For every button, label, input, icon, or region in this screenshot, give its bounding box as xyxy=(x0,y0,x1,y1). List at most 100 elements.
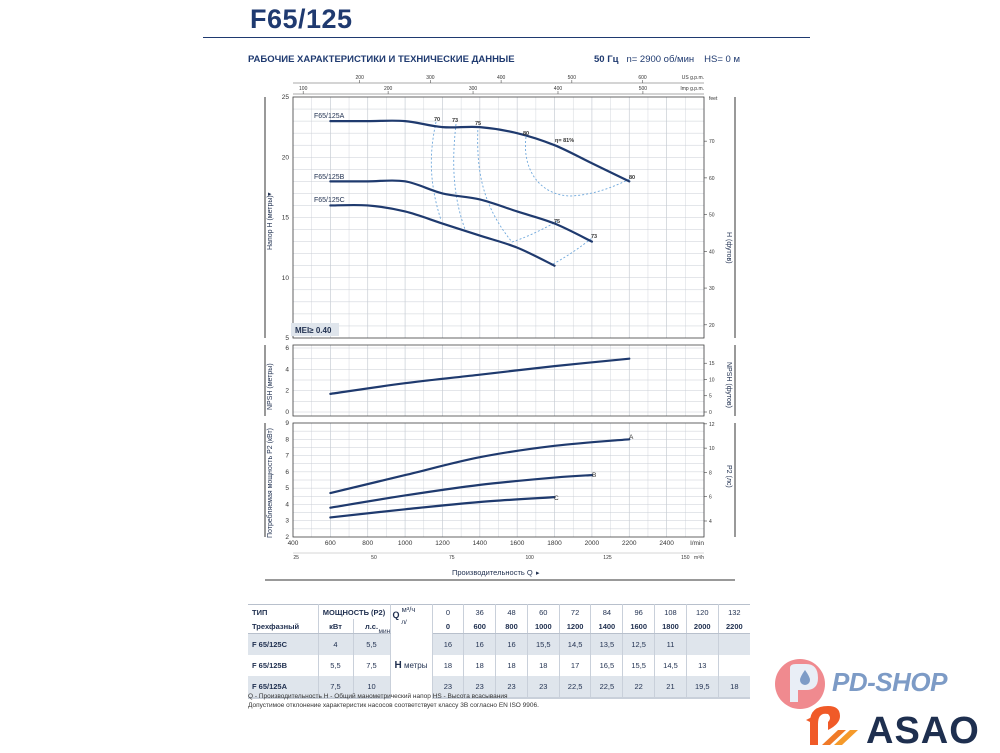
pdshop-logo-text: PD-SHOP xyxy=(832,667,947,697)
power-y2-tick: 4 xyxy=(709,519,712,525)
q-m3h: 0 xyxy=(432,604,465,619)
q-lmin: 1600 xyxy=(622,619,656,634)
power-y2-tick: 10 xyxy=(709,446,715,452)
power-curve-c xyxy=(329,496,556,519)
power-y-tick: 8 xyxy=(285,436,289,443)
m3h-tick: 25 xyxy=(293,555,299,561)
x-tick: 2000 xyxy=(585,540,600,547)
power-y-tick: 7 xyxy=(285,453,289,460)
model-cell: F 65/125C xyxy=(248,633,319,655)
series-label-b: F65/125B xyxy=(314,174,345,181)
q-m3h: 36 xyxy=(463,604,497,619)
q-units: м³/ч л/мин xyxy=(379,605,421,635)
m3h-tick: 125 xyxy=(603,555,612,561)
power-curve-b xyxy=(329,474,594,509)
kw-cell: 5,5 xyxy=(318,655,354,676)
table-row: F 65/125C 4 5,5 H метры 16 16 16 15,5 14,5 13… xyxy=(248,633,750,698)
q-lmin: 1000 xyxy=(527,619,560,634)
power-y2-label: P2 (лс) xyxy=(725,465,732,488)
footnote-legend: Q - Производительность H - Общий маномет… xyxy=(248,693,508,700)
head-y-tick: 10 xyxy=(282,275,290,282)
h-cell: 16 xyxy=(495,633,528,655)
head-y2-unit: feet xyxy=(709,96,718,102)
q-m3h: 48 xyxy=(495,604,528,619)
footnote-tolerance: Допустимое отклонение характеристик насо… xyxy=(248,702,539,709)
page-title: F65/125 xyxy=(250,4,353,34)
q-m3h: 132 xyxy=(718,604,750,619)
q-lmin: 1200 xyxy=(559,619,592,634)
x-tick: 1800 xyxy=(547,540,562,547)
h-cell: 16 xyxy=(432,633,465,655)
series-label-c: F65/125C xyxy=(314,197,345,204)
eff-label: η= 81% xyxy=(555,138,574,144)
npsh-y2-tick: 10 xyxy=(709,377,715,383)
head-curve-f65125b xyxy=(329,179,594,243)
power-y2-tick: 6 xyxy=(709,495,712,501)
spec-table: ТИП МОЩНОСТЬ (P2) Q м³/чл/мин 0 36 48 60 72 8… xyxy=(248,604,750,699)
us-gpm-tick: 200 xyxy=(356,75,365,81)
phase-header: Трехфазный xyxy=(248,619,319,634)
section-title: РАБОЧИЕ ХАРАКТЕРИСТИКИ И ТЕХНИЧЕСКИЕ ДАН… xyxy=(248,54,515,65)
h-cell: 13,5 xyxy=(590,633,624,655)
q-m3h: 84 xyxy=(590,604,624,619)
power-y-tick: 9 xyxy=(285,420,289,427)
head-y-tick: 20 xyxy=(282,154,290,161)
q-lmin: 600 xyxy=(463,619,497,634)
head-y2-tick: 30 xyxy=(709,286,715,292)
x-unit: l/min xyxy=(690,540,704,547)
q-lmin: 1400 xyxy=(590,619,624,634)
power-y2-tick: 8 xyxy=(709,470,712,476)
us-gpm-tick: 300 xyxy=(426,75,435,81)
h-cell: 23 xyxy=(432,676,465,699)
h-cell: 14,5 xyxy=(654,655,687,676)
m3h-tick: 100 xyxy=(525,555,534,561)
head-y-label: Напор H (метры) xyxy=(267,195,274,250)
x-tick: 600 xyxy=(325,540,336,547)
iso-73 xyxy=(453,123,467,233)
us-gpm-unit: US g.p.m. xyxy=(682,75,704,81)
h-cell: 22,5 xyxy=(559,676,592,699)
imp-gpm-tick: 200 xyxy=(384,86,393,92)
npsh-y-tick: 2 xyxy=(285,388,289,395)
hp-cell: 10 xyxy=(353,676,391,699)
iso-80 xyxy=(525,136,631,197)
hp-cell: 7,5 xyxy=(353,655,391,676)
iso-75 xyxy=(477,125,559,243)
title-divider xyxy=(203,37,810,38)
kw-cell: 7,5 xyxy=(318,676,354,699)
q-lmin: 1800 xyxy=(654,619,687,634)
iso-70 xyxy=(430,121,442,221)
head-y-tick: 25 xyxy=(282,94,290,101)
npsh-y2-tick: 5 xyxy=(709,394,712,400)
q-m3h: 72 xyxy=(559,604,592,619)
model-cell: F 65/125A xyxy=(248,676,319,699)
x-tick: 800 xyxy=(362,540,373,547)
x-tick: 1600 xyxy=(510,540,525,547)
efficiency-isolines xyxy=(430,121,631,265)
eff-label: 73 xyxy=(591,234,597,240)
table-row: F 65/125B 5,5 7,5 18 18 18 18 17 16,5 15,5 14,5… xyxy=(248,655,750,676)
x-tick: 2200 xyxy=(622,540,637,547)
power-y-tick: 6 xyxy=(285,469,289,476)
head-curve-f65125c xyxy=(329,203,556,267)
power-y-tick: 2 xyxy=(285,534,289,541)
npsh-y-tick: 0 xyxy=(285,409,289,416)
q-m3h: 108 xyxy=(654,604,687,619)
power-frame xyxy=(292,422,705,538)
eff-label: 73 xyxy=(452,118,458,124)
q-m3h: 120 xyxy=(686,604,719,619)
h-cell: 18 xyxy=(527,655,560,676)
head-y2-tick: 20 xyxy=(709,323,715,329)
x-axis-label: Производительность Q xyxy=(452,568,533,577)
q-letter: Q xyxy=(392,609,400,620)
h-letter: H xyxy=(394,660,402,672)
power-label-b: B xyxy=(592,472,596,479)
h-unit-cell: H метры xyxy=(390,633,433,698)
h-cell: 23 xyxy=(495,676,528,699)
us-gpm-tick: 500 xyxy=(568,75,577,81)
power-label-c: C xyxy=(554,495,559,502)
q-m3h: 60 xyxy=(527,604,560,619)
h-cell: 18 xyxy=(718,676,750,699)
frequency: 50 Гц xyxy=(594,54,619,65)
speed: n= 2900 об/мин xyxy=(626,54,695,65)
